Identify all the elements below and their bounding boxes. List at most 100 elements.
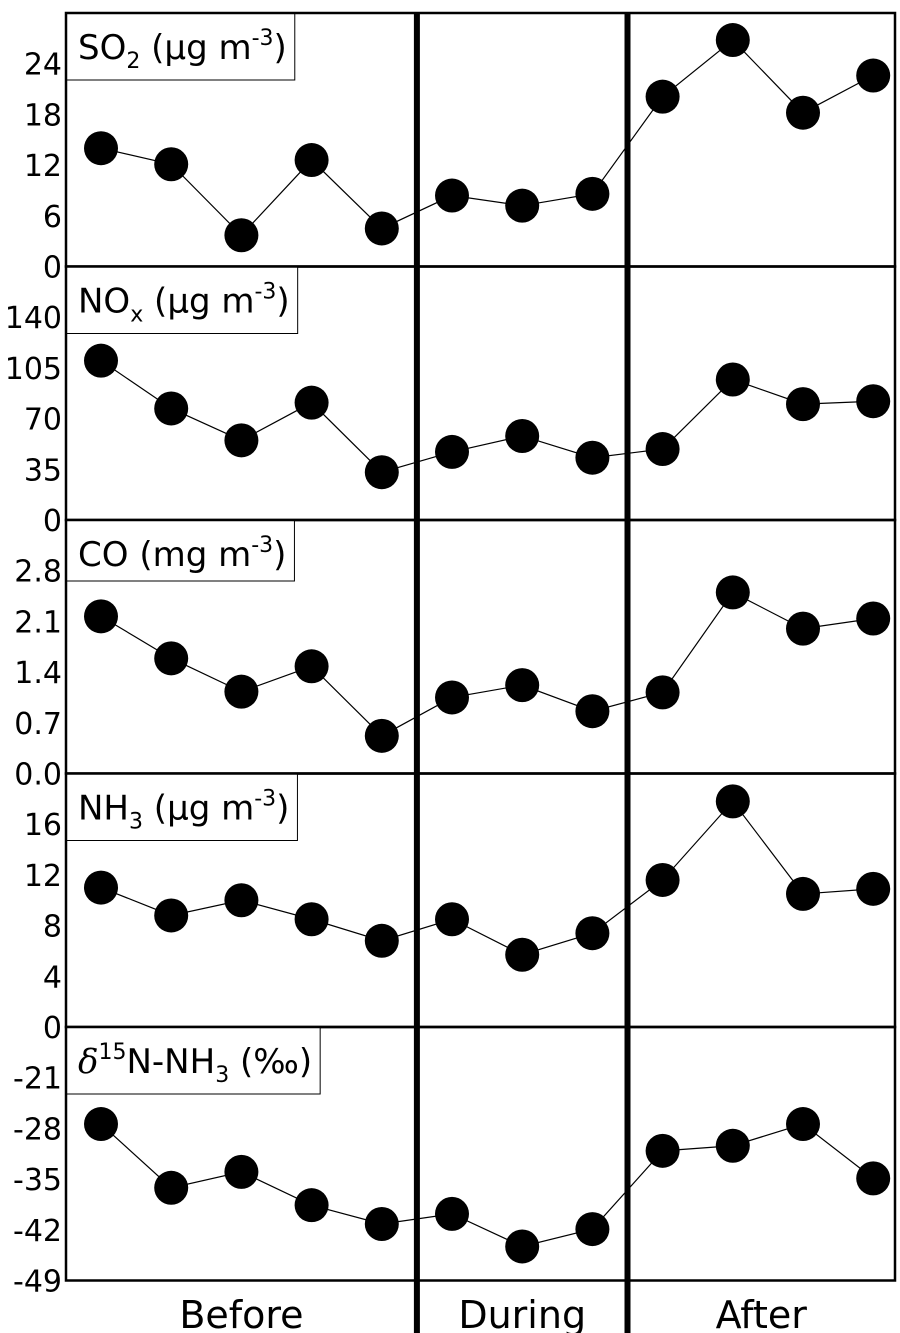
y-tick-label-5-2: -42 <box>13 1214 62 1249</box>
data-point-3-6 <box>435 680 469 715</box>
data-point-1-3 <box>224 218 259 253</box>
data-point-2-4 <box>294 385 329 420</box>
data-point-5-11 <box>786 1107 820 1142</box>
data-point-2-6 <box>435 434 469 469</box>
data-point-2-7 <box>505 418 540 453</box>
data-point-5-7 <box>505 1229 540 1264</box>
data-point-2-2 <box>154 391 189 426</box>
data-point-4-6 <box>435 902 469 937</box>
data-point-5-3 <box>224 1154 259 1189</box>
data-point-4-12 <box>856 871 891 906</box>
panel-title-3: CO (mg m-3) <box>78 533 286 575</box>
y-tick-label-4-5: 16 <box>24 808 62 843</box>
data-point-1-5 <box>364 211 399 246</box>
data-point-4-5 <box>364 923 399 958</box>
data-point-4-9 <box>645 862 680 897</box>
y-tick-label-5-3: -35 <box>13 1163 62 1198</box>
data-point-1-7 <box>505 188 540 223</box>
data-point-2-9 <box>645 432 680 467</box>
data-point-5-8 <box>575 1212 610 1247</box>
y-tick-label-1-4: 18 <box>24 98 62 133</box>
panel-label-box-1 <box>65 12 296 81</box>
data-point-4-2 <box>154 898 189 933</box>
y-tick-label-1-1: 0 <box>43 251 62 286</box>
series-line-2 <box>100 360 874 473</box>
y-tick-label-3-5: 2.8 <box>14 555 62 590</box>
y-tick-label-4-3: 8 <box>43 910 62 945</box>
data-point-1-9 <box>645 79 680 114</box>
data-point-1-12 <box>856 58 891 93</box>
data-point-1-6 <box>435 178 469 213</box>
y-tick-label-5-1: -49 <box>13 1265 62 1300</box>
data-point-4-4 <box>294 902 329 937</box>
panel-label-3: CO (mg m-3) <box>65 519 295 582</box>
data-point-5-10 <box>715 1128 750 1163</box>
data-point-2-11 <box>786 387 820 422</box>
y-tick-label-2-3: 70 <box>24 403 62 438</box>
panel-label-1: SO2 (μg m-3) <box>65 12 296 81</box>
period-label-before: Before <box>179 1293 303 1333</box>
data-point-1-10 <box>715 23 750 58</box>
data-point-1-11 <box>786 95 820 130</box>
data-point-2-3 <box>224 423 259 458</box>
data-point-3-8 <box>575 694 610 729</box>
data-point-3-1 <box>84 599 118 634</box>
data-point-3-3 <box>224 674 259 709</box>
data-point-3-2 <box>154 641 189 676</box>
data-point-4-11 <box>786 876 820 911</box>
data-point-4-7 <box>505 937 540 972</box>
y-tick-label-1-5: 24 <box>24 48 62 83</box>
data-point-1-4 <box>294 143 329 178</box>
data-point-2-10 <box>715 362 750 397</box>
y-tick-label-2-5: 140 <box>5 301 62 336</box>
data-point-1-1 <box>84 131 118 166</box>
panel-frame-5 <box>64 1025 897 1282</box>
panel-title-1: SO2 (μg m-3) <box>78 26 287 74</box>
data-point-4-3 <box>224 883 259 918</box>
data-point-5-2 <box>154 1170 189 1205</box>
data-point-1-8 <box>575 176 610 211</box>
data-point-4-8 <box>575 916 610 951</box>
y-tick-label-4-2: 4 <box>43 960 62 995</box>
data-point-5-4 <box>294 1188 329 1223</box>
y-tick-label-1-3: 12 <box>24 149 62 184</box>
y-tick-label-4-4: 12 <box>24 859 62 894</box>
panel-label-box-5 <box>65 1026 321 1095</box>
data-point-3-4 <box>294 649 329 684</box>
data-point-3-5 <box>364 718 399 753</box>
y-tick-label-3-1: 0.0 <box>14 758 62 793</box>
panel-label-box-4 <box>65 773 298 841</box>
y-tick-label-1-2: 6 <box>43 200 62 235</box>
panel-label-2: NOx (μg m-3) <box>65 266 299 334</box>
data-point-5-12 <box>856 1161 891 1196</box>
y-tick-label-5-5: -21 <box>13 1062 62 1097</box>
data-point-3-7 <box>505 668 540 703</box>
y-tick-label-3-3: 1.4 <box>14 656 62 691</box>
series-line-5 <box>100 1123 874 1248</box>
panel-title-4: NH3 (μg m-3) <box>78 787 289 835</box>
period-label-after: After <box>716 1293 808 1333</box>
y-tick-label-2-2: 35 <box>24 453 62 488</box>
panel-title-5: δ15N-NH3 (‰) <box>78 1040 312 1088</box>
period-label-during: During <box>458 1293 586 1333</box>
data-point-2-5 <box>364 455 399 490</box>
data-point-2-8 <box>575 440 610 475</box>
data-point-3-9 <box>645 675 680 710</box>
y-tick-label-2-1: 0 <box>43 504 62 539</box>
data-point-1-2 <box>154 147 189 182</box>
y-tick-label-2-4: 105 <box>5 352 62 387</box>
data-point-4-1 <box>84 870 118 905</box>
data-point-3-12 <box>856 601 891 636</box>
panel-title-2: NOx (μg m-3) <box>78 280 290 328</box>
data-point-5-9 <box>645 1133 680 1168</box>
panel-label-4: NH3 (μg m-3) <box>65 773 298 841</box>
data-point-3-11 <box>786 611 820 646</box>
data-point-4-10 <box>715 784 750 819</box>
data-point-5-5 <box>364 1207 399 1242</box>
y-tick-label-3-2: 0.7 <box>14 707 62 742</box>
data-point-5-6 <box>435 1196 469 1231</box>
panel-label-5: δ15N-NH3 (‰) <box>65 1026 321 1095</box>
data-point-2-12 <box>856 384 891 419</box>
